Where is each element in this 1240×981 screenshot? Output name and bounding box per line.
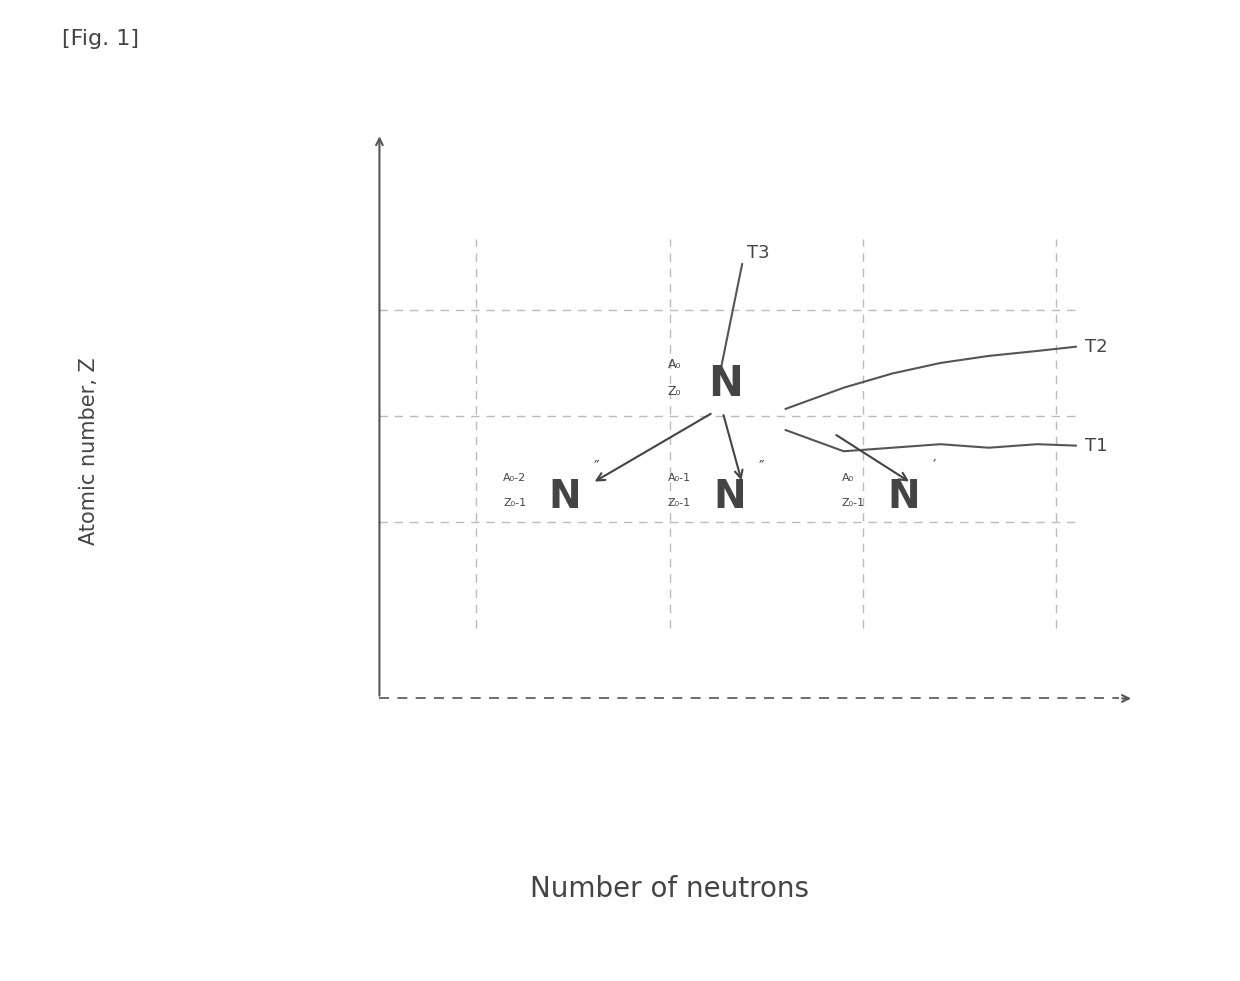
- Text: N: N: [888, 478, 920, 516]
- Text: ′: ′: [932, 459, 936, 474]
- Text: ″: ″: [759, 459, 764, 474]
- Text: Z₀-1: Z₀-1: [667, 498, 691, 508]
- Text: Atomic number, Z: Atomic number, Z: [79, 357, 99, 545]
- Text: A₀-2: A₀-2: [503, 473, 527, 483]
- Text: Number of neutrons: Number of neutrons: [531, 875, 808, 904]
- Text: N: N: [549, 478, 582, 516]
- Text: Z₀-1: Z₀-1: [842, 498, 864, 508]
- Text: T3: T3: [746, 244, 770, 263]
- Text: T2: T2: [1085, 337, 1109, 356]
- Text: [Fig. 1]: [Fig. 1]: [62, 29, 139, 49]
- Text: N: N: [713, 478, 745, 516]
- Text: T1: T1: [1085, 437, 1109, 454]
- Text: N: N: [708, 363, 743, 405]
- Text: Z₀: Z₀: [667, 385, 681, 397]
- Text: A₀-1: A₀-1: [667, 473, 691, 483]
- Text: ″: ″: [594, 459, 600, 474]
- Text: A₀: A₀: [842, 473, 854, 483]
- Text: Z₀-1: Z₀-1: [503, 498, 526, 508]
- Text: A₀: A₀: [667, 358, 681, 371]
